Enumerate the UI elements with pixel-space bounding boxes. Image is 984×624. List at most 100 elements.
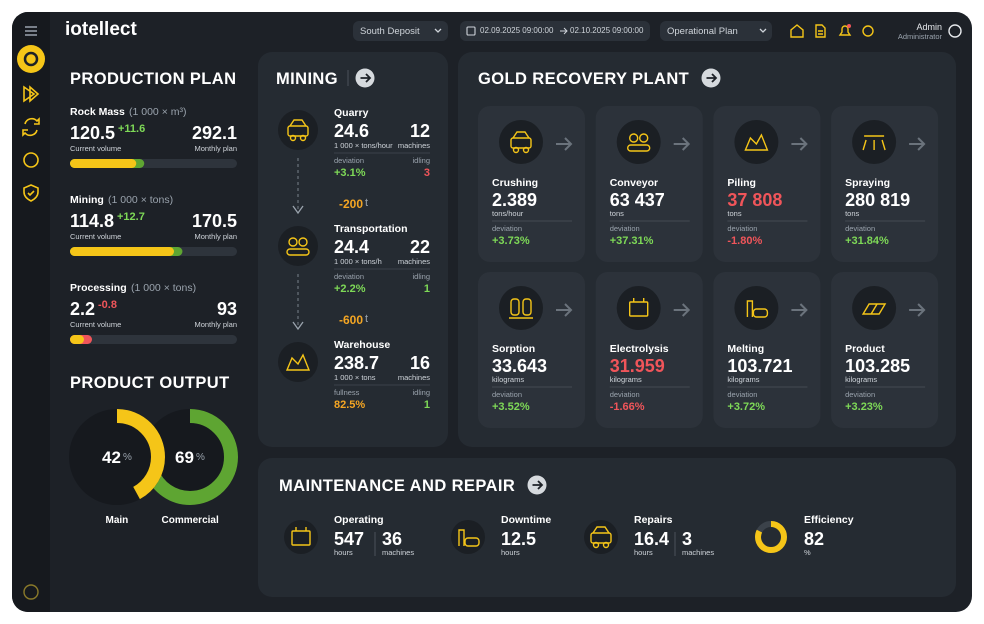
toolbar-icon[interactable] (838, 25, 852, 36)
stage-unit: kilograms (609, 375, 642, 384)
next-arrow (556, 303, 573, 317)
loss-value: -600 (339, 313, 364, 327)
stage-name: Sorption (492, 343, 536, 355)
nav-home[interactable] (17, 45, 45, 73)
right-value: 1 (423, 399, 430, 411)
donut-value: 42 (102, 448, 121, 467)
icon (289, 119, 307, 127)
date-range[interactable] (460, 21, 650, 41)
nav-icon[interactable] (22, 117, 40, 137)
user-icon[interactable] (948, 24, 962, 38)
deviation-label: deviation (492, 390, 523, 399)
item-name: Efficiency (804, 514, 854, 526)
deposit-select[interactable] (353, 21, 448, 41)
item-unit: hours (501, 548, 520, 557)
toolbar-icon[interactable] (862, 25, 874, 37)
progress-current (70, 335, 84, 344)
stage-value: 33.643 (492, 356, 548, 376)
stage-name: Product (845, 343, 885, 355)
plan-select[interactable] (660, 21, 772, 41)
item-name: Rock Mass (70, 106, 125, 118)
next-arrow (673, 137, 691, 151)
deviation-label: deviation (492, 224, 523, 233)
next-arrow (791, 137, 808, 151)
user-role: Administrator (897, 32, 942, 41)
plan-value: 292.1 (191, 123, 237, 143)
icon (299, 134, 307, 142)
icon (639, 133, 649, 143)
icon (512, 146, 520, 154)
icon (602, 541, 610, 549)
deviation-label: deviation (727, 390, 758, 399)
icon (285, 353, 311, 371)
icon (464, 537, 480, 547)
current-value: 120.5 (70, 123, 116, 143)
menu-icon[interactable] (25, 26, 37, 36)
icon (287, 125, 309, 137)
item-value2: 3 (682, 529, 693, 549)
right-label: idling (412, 272, 430, 281)
stage-value: 37 808 (727, 190, 783, 210)
loss-unit: t (365, 313, 369, 325)
icon (861, 303, 887, 315)
nav-icon[interactable] (23, 85, 40, 103)
item-value: 547 (334, 529, 365, 549)
item-unit: % (804, 548, 811, 557)
machines-value: 16 (409, 353, 430, 373)
stage-name: Melting (727, 343, 765, 355)
toolbar-icon[interactable] (790, 24, 804, 38)
efficiency-arc (755, 521, 787, 553)
icon-bg (616, 286, 661, 330)
stage-value: 238.7 (334, 353, 380, 373)
nav-icon[interactable] (23, 184, 39, 202)
flow-arrow (292, 321, 304, 331)
item-unit2: machines (682, 548, 715, 557)
arrow-icon (360, 73, 372, 83)
flow-arrow (292, 205, 304, 215)
delta-value: -0.8 (98, 299, 117, 311)
progress-track (70, 335, 237, 344)
nav-icon[interactable] (23, 152, 39, 168)
right-label: idling (412, 388, 430, 397)
icon (295, 527, 307, 531)
current-label: Current volume (70, 232, 122, 241)
icon-bg (278, 226, 318, 266)
item-value: 12.5 (501, 529, 537, 549)
stage-value: 103.285 (845, 356, 911, 376)
icon-bg (278, 110, 318, 150)
section-title: PRODUCTION PLAN (70, 70, 237, 88)
item-unit: (1 000 × m³) (129, 106, 187, 118)
icon (862, 135, 886, 151)
icon (286, 248, 310, 256)
stage-name: Warehouse (334, 339, 391, 351)
machines-label: machines (397, 141, 430, 150)
stage-name: Transportation (334, 223, 408, 235)
left-value: 82.5% (334, 399, 366, 411)
item-value2: 36 (382, 529, 403, 549)
icon (298, 237, 308, 247)
donut-value: 69 (175, 448, 194, 467)
stage-unit: kilograms (727, 375, 760, 384)
donut-arc (69, 409, 165, 505)
toolbar-icon[interactable] (815, 24, 826, 38)
deposit-label: South Deposit (360, 26, 420, 37)
stage-value: 103.721 (727, 356, 793, 376)
icon-bg (616, 120, 661, 164)
machines-value: 22 (409, 237, 430, 257)
stage-unit: tons/hour (492, 209, 524, 218)
plan-value: 170.5 (191, 211, 237, 231)
info-icon[interactable] (23, 584, 39, 600)
icon-bg (451, 520, 485, 554)
item-value: 16.4 (634, 529, 670, 549)
deviation-value: +3.72% (727, 401, 766, 413)
donut-label: Commercial (161, 515, 219, 526)
icon (522, 146, 530, 154)
date-to: 02.10.2025 09:00:00 (570, 26, 644, 35)
deviation-value: +3.23% (845, 401, 883, 413)
icon (289, 134, 297, 142)
icon (744, 133, 769, 151)
icon (629, 301, 649, 317)
alert-dot (847, 24, 851, 28)
arrow-icon (706, 73, 718, 83)
item-name: Mining (70, 194, 104, 206)
